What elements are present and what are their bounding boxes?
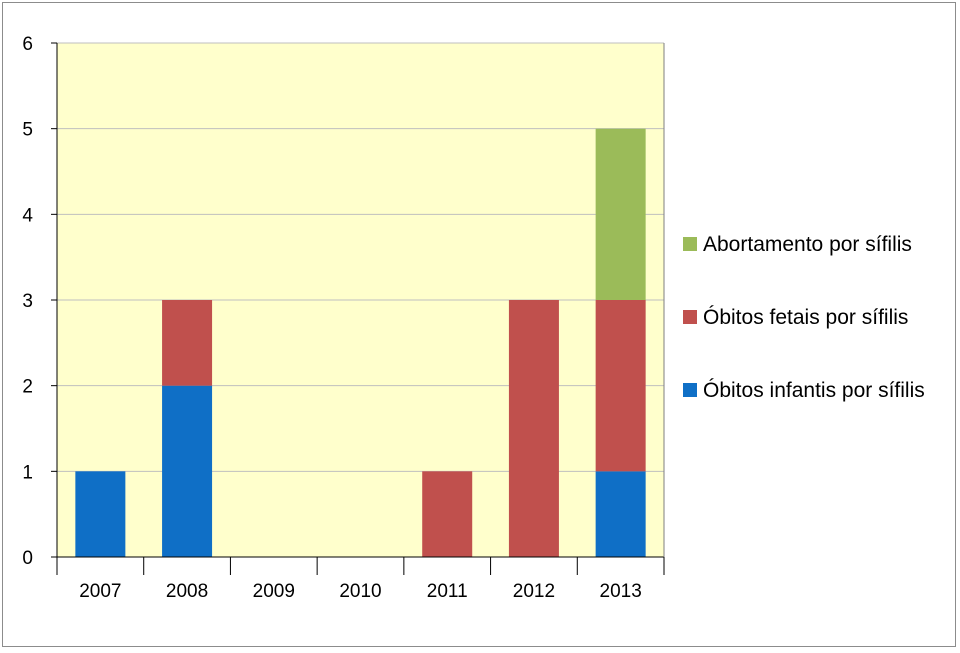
bar-segment-2013-series-2 <box>595 128 646 300</box>
y-tick-label: 3 <box>22 291 33 312</box>
y-tick-label: 5 <box>22 120 33 141</box>
gridlines <box>57 42 664 472</box>
bar-segment-2011-series-1 <box>422 471 473 557</box>
bar-segment-2013-series-0 <box>595 471 646 557</box>
legend-label: Abortamento por sífilis <box>703 233 912 256</box>
bar-segment-2012-series-1 <box>508 300 559 557</box>
legend-swatch <box>683 237 697 251</box>
x-tick-label: 2008 <box>166 581 208 602</box>
y-tick-label: 6 <box>22 34 33 55</box>
bar-segment-2007-series-0 <box>75 471 126 557</box>
x-tick-label: 2009 <box>253 581 295 602</box>
bar-segment-2008-series-1 <box>162 300 213 386</box>
legend-swatch <box>683 383 697 397</box>
y-tick-label: 2 <box>22 377 33 398</box>
x-tick-label: 2012 <box>513 581 555 602</box>
x-tick-label: 2011 <box>427 581 468 602</box>
y-axis-ticks: 0 1 2 3 4 5 6 <box>22 34 57 569</box>
bars <box>75 128 646 557</box>
bar-segment-2008-series-0 <box>162 385 213 557</box>
bar-segment-2013-series-1 <box>595 300 646 472</box>
x-axis-ticks: 2007 2008 2009 2010 2011 2012 2013 <box>56 557 665 602</box>
x-tick-label: 2013 <box>600 581 642 602</box>
legend-swatch <box>683 310 697 324</box>
legend: Abortamento por sífilis Óbitos fetais por… <box>683 233 925 402</box>
legend-label: Óbitos infantis por sífilis <box>703 379 925 402</box>
y-tick-label: 0 <box>22 548 33 569</box>
x-tick-label: 2007 <box>79 581 121 602</box>
y-tick-label: 1 <box>22 462 33 483</box>
legend-label: Óbitos fetais por sífilis <box>703 306 908 329</box>
x-tick-label: 2010 <box>339 581 381 602</box>
y-tick-label: 4 <box>22 205 33 226</box>
